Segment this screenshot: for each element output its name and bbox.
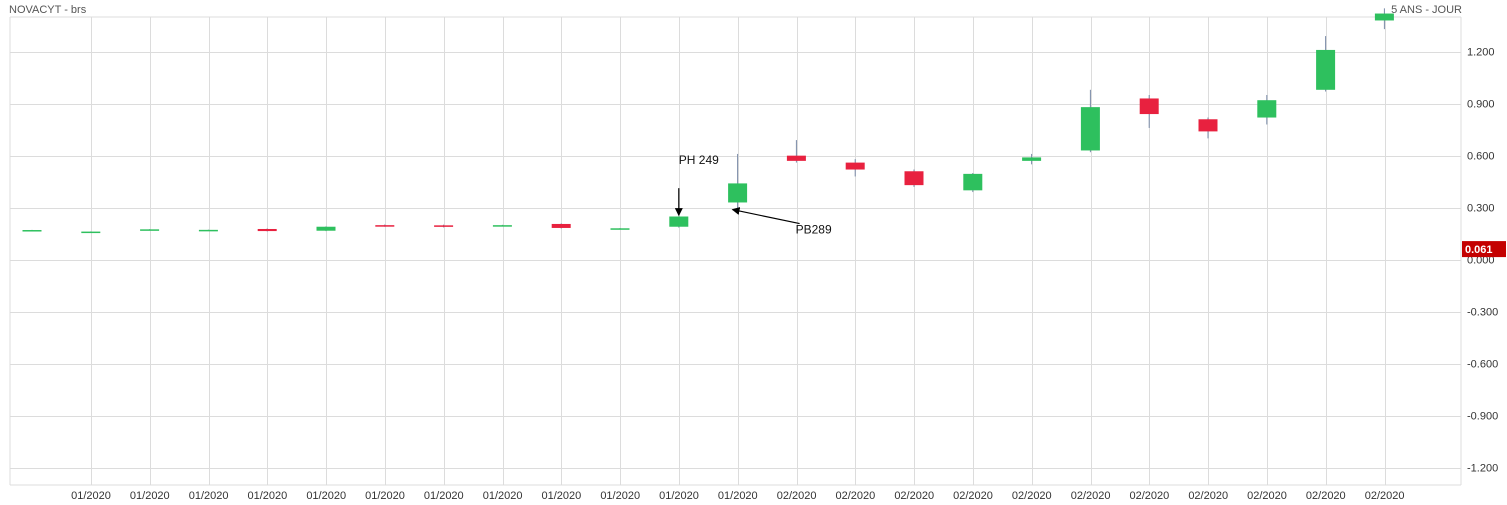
y-axis-ticks: 1.200 0.900 0.600 0.300 0.000 -0.300 -0.600 -0.… (1467, 47, 1498, 475)
candle-body-up (140, 229, 160, 231)
x-tick-label: 01/2020 (248, 490, 288, 502)
y-tick-label: -0.300 (1467, 307, 1498, 319)
candle-body-down (845, 162, 865, 170)
y-tick-label: -0.600 (1467, 359, 1498, 371)
candle-body-up (1080, 107, 1100, 151)
candle-body-down (257, 228, 277, 232)
x-tick-label: 02/2020 (1130, 490, 1170, 502)
x-tick-label: 01/2020 (130, 490, 170, 502)
x-tick-label: 01/2020 (189, 490, 229, 502)
x-tick-label: 02/2020 (953, 490, 993, 502)
x-tick-label: 02/2020 (777, 490, 817, 502)
x-tick-label: 01/2020 (306, 490, 346, 502)
candle-body-up (669, 216, 689, 227)
x-tick-label: 02/2020 (1188, 490, 1228, 502)
candles (22, 8, 1394, 234)
x-tick-label: 02/2020 (1365, 490, 1405, 502)
candle-body-down (375, 225, 395, 227)
candle-body-up (492, 225, 512, 227)
candle-body-up (22, 230, 42, 232)
x-tick-label: 02/2020 (1012, 490, 1052, 502)
annotation-label-pb: PB289 (796, 223, 832, 237)
candle-body-down (551, 223, 571, 228)
period-label: 5 ANS - JOUR (1391, 4, 1462, 16)
candle-body-up (1374, 13, 1394, 21)
candle-body-up (1257, 100, 1277, 118)
candle-body-down (786, 155, 806, 161)
x-tick-label: 01/2020 (424, 490, 464, 502)
annotations: PH 249 PB289 (674, 153, 832, 237)
candle-body-down (904, 171, 924, 186)
x-tick-label: 01/2020 (659, 490, 699, 502)
x-tick-label: 02/2020 (1247, 490, 1287, 502)
candle-body-up (1316, 49, 1336, 90)
candle-body-up (316, 226, 336, 231)
chart-title: NOVACYT - brs (9, 4, 87, 16)
grid-lines (9, 16, 1462, 486)
x-axis-ticks: 01/2020 01/2020 01/2020 01/2020 01/2020 01/20… (71, 490, 1404, 502)
candle-body-up (81, 231, 101, 234)
y-tick-label: 0.300 (1467, 203, 1495, 215)
candle-body-down (1198, 119, 1218, 132)
x-tick-label: 01/2020 (483, 490, 523, 502)
x-tick-label: 02/2020 (1306, 490, 1346, 502)
last-value-badge-text: 0.061 (1465, 244, 1493, 256)
last-value-badge-bg (1462, 241, 1506, 258)
candle-body-up (610, 228, 630, 230)
x-tick-label: 01/2020 (542, 490, 582, 502)
x-tick-label: 01/2020 (718, 490, 758, 502)
candle-body-down (1139, 98, 1159, 115)
y-tick-label: 0.000 (1467, 255, 1495, 267)
y-tick-label: -0.900 (1467, 411, 1498, 423)
candle-body-down (434, 225, 454, 227)
x-tick-label: 01/2020 (71, 490, 111, 502)
candle-body-up (1022, 157, 1042, 161)
y-tick-label: 0.600 (1467, 151, 1495, 163)
x-tick-label: 01/2020 (365, 490, 405, 502)
candle-body-up (963, 173, 983, 191)
x-tick-label: 02/2020 (894, 490, 934, 502)
last-value-badge: 0.061 (1462, 241, 1506, 258)
y-tick-label: 0.900 (1467, 99, 1495, 111)
x-tick-label: 02/2020 (836, 490, 876, 502)
y-tick-label: -1.200 (1467, 463, 1498, 475)
x-tick-label: 02/2020 (1071, 490, 1111, 502)
annotation-arrow-pb (731, 207, 800, 225)
x-tick-label: 01/2020 (600, 490, 640, 502)
candle-body-up (728, 183, 748, 203)
y-tick-label: 1.200 (1467, 47, 1495, 59)
candle-body-up (198, 229, 218, 232)
annotation-label-ph: PH 249 (679, 153, 719, 167)
